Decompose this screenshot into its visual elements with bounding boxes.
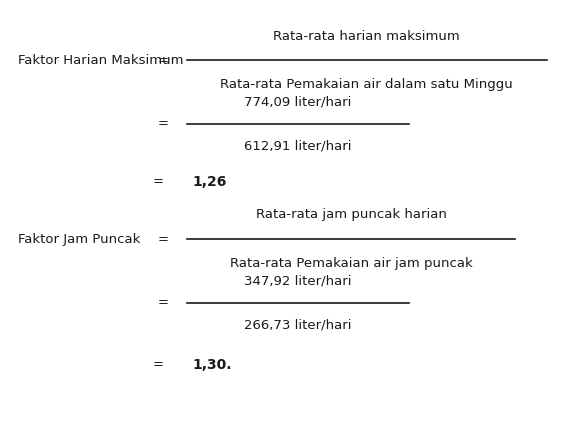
Text: Rata-rata Pemakaian air dalam satu Minggu: Rata-rata Pemakaian air dalam satu Mingg…: [221, 78, 513, 91]
Text: =: =: [153, 175, 163, 188]
Text: Faktor Jam Puncak: Faktor Jam Puncak: [17, 233, 140, 246]
Text: 266,73 liter/hari: 266,73 liter/hari: [244, 319, 352, 332]
Text: =: =: [158, 118, 168, 131]
Text: =: =: [153, 358, 163, 371]
Text: 1,26: 1,26: [192, 175, 226, 189]
Text: Rata-rata harian maksimum: Rata-rata harian maksimum: [274, 30, 460, 43]
Text: Rata-rata Pemakaian air jam puncak: Rata-rata Pemakaian air jam puncak: [230, 257, 472, 270]
Text: =: =: [158, 54, 168, 67]
Text: 612,91 liter/hari: 612,91 liter/hari: [244, 140, 352, 153]
Text: 774,09 liter/hari: 774,09 liter/hari: [244, 95, 352, 108]
Text: =: =: [158, 297, 168, 310]
Text: Rata-rata jam puncak harian: Rata-rata jam puncak harian: [256, 209, 446, 222]
Text: 347,92 liter/hari: 347,92 liter/hari: [244, 274, 352, 287]
Text: =: =: [158, 233, 168, 246]
Text: 1,30.: 1,30.: [192, 357, 232, 371]
Text: Faktor Harian Maksimum: Faktor Harian Maksimum: [17, 54, 183, 67]
